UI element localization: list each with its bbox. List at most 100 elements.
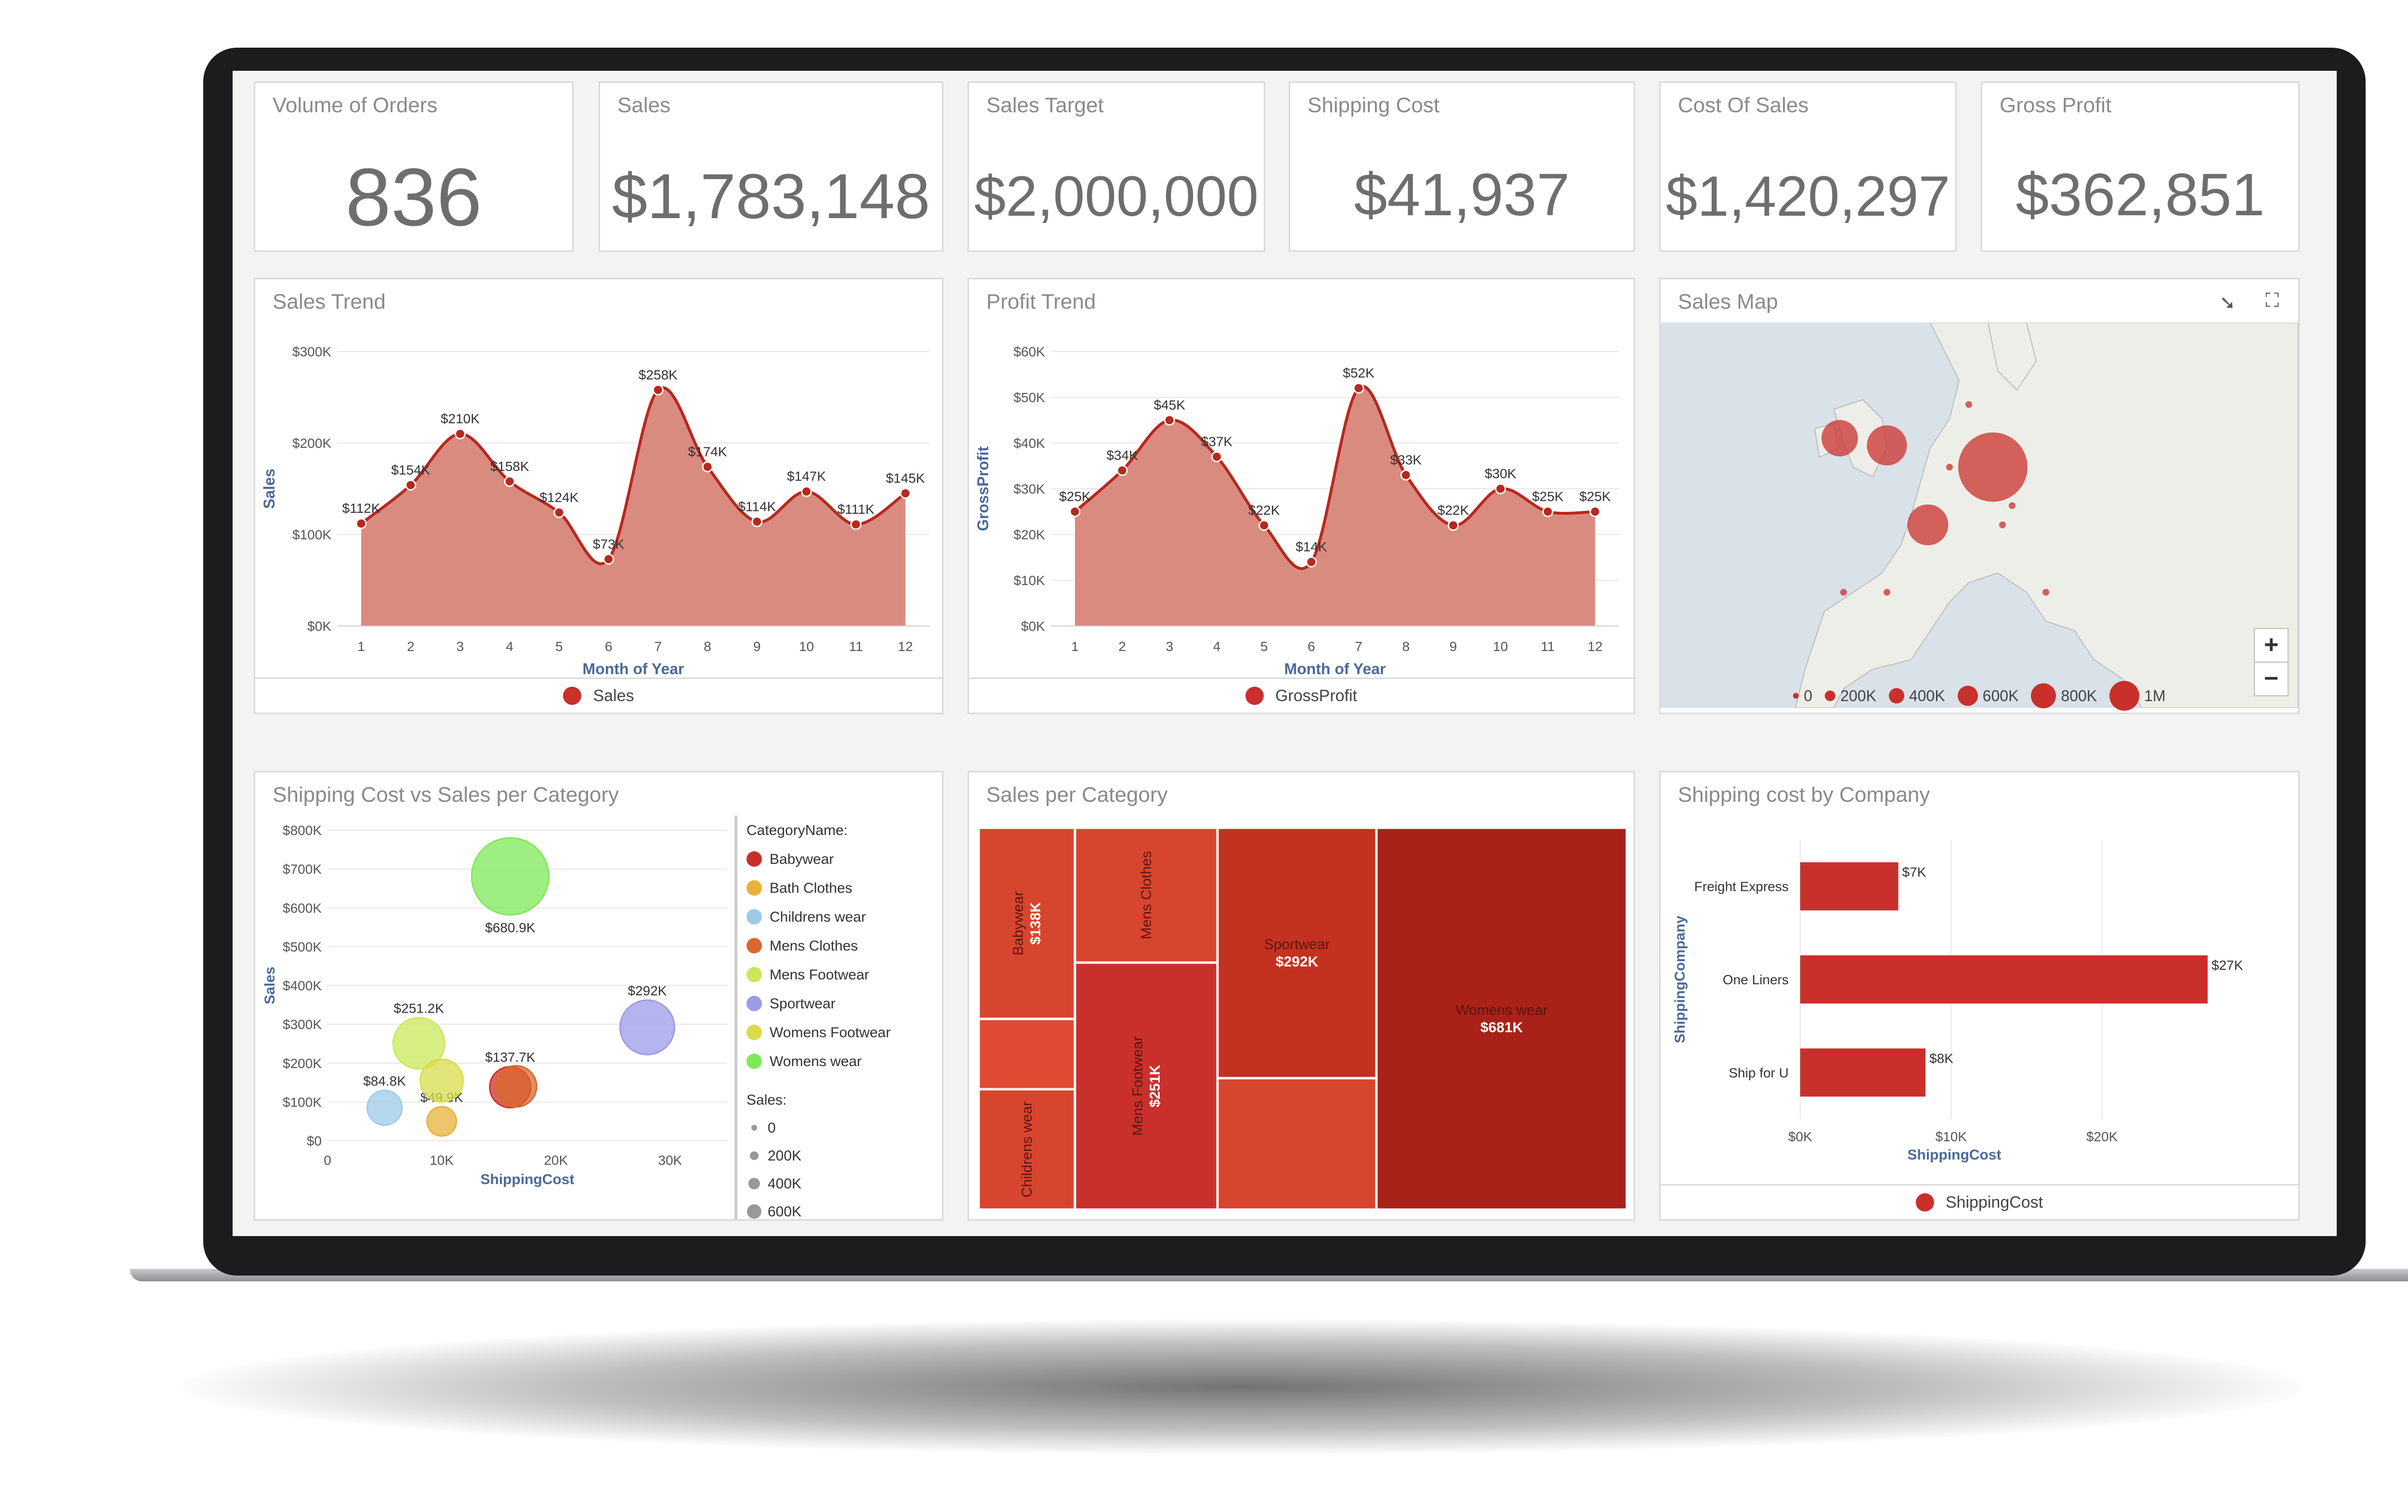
x-tick-label: 7 [1355, 639, 1362, 654]
sales-trend-card[interactable]: Sales Trend $0K $100K $200K $300K $112K 1 $154… [254, 278, 943, 714]
size-legend-label: 600K [768, 1204, 801, 1219]
legend-marker [746, 996, 762, 1011]
map-legend-label: 600K [1982, 687, 2019, 704]
chart-legend[interactable]: Sales [255, 678, 942, 713]
kpi-card-gross-profit[interactable]: Gross Profit $362,851 [1981, 81, 2300, 252]
treemap-category-label: Childrens wear [1019, 1101, 1035, 1198]
map-legend-item: 0 [1793, 687, 1812, 705]
treemap-category-label: Mens Footwear [1130, 1036, 1146, 1136]
y-tick-label: $700K [283, 862, 322, 877]
x-tick-label: 2 [1118, 639, 1126, 654]
x-tick-label: 8 [1402, 639, 1410, 654]
y-tick-label: $600K [283, 900, 322, 915]
map-legend-label: 200K [1840, 687, 1876, 704]
sales-trend-chart: $0K $100K $200K $300K $112K 1 $154K 2 $210K 3 $158… [261, 344, 929, 674]
treemap-category-label: Mens Clothes [1139, 851, 1154, 939]
treemap-cell [1216, 826, 1378, 1080]
x-tick-label: 1 [1071, 639, 1079, 654]
data-label: $258K [639, 367, 678, 382]
shipping-by-company-card[interactable]: Shipping cost by Company $0K $10K $20K Frei… [1659, 771, 2300, 1221]
legend-label: ShippingCost [1945, 1193, 2043, 1212]
profit-trend-chart: $0K $10K $20K $30K $40K $50K $60K $25K 1 $34K 2 $45… [974, 344, 1619, 674]
bar [1800, 1048, 1926, 1097]
y-tick-label: $40K [1014, 436, 1046, 451]
kpi-value: $1,420,297 [1665, 165, 1950, 228]
kpi-card-sales[interactable]: Sales $1,783,148 [599, 81, 943, 252]
legend-label: Childrens wear [770, 909, 866, 925]
map-legend-item: 1M [2109, 681, 2166, 711]
area-fill [361, 388, 905, 626]
legend-marker [746, 880, 762, 896]
x-tick-label: $20K [2086, 1129, 2118, 1144]
data-point [1353, 382, 1364, 394]
shipping-vs-sales-card[interactable]: Shipping Cost vs Sales per Category $0 $1… [254, 771, 943, 1221]
sales-per-category-card[interactable]: Sales per Category Babywear $138K Children… [968, 771, 1635, 1221]
treemap-cell [977, 1017, 1076, 1091]
kpi-card-sales-target[interactable]: Sales Target $2,000,000 [968, 81, 1265, 252]
kpi-card-shipping-cost[interactable]: Shipping Cost $41,937 [1289, 81, 1635, 252]
treemap-cell [1073, 826, 1219, 964]
x-tick-label: 3 [1166, 639, 1174, 654]
y-tick-label: $800K [283, 823, 322, 838]
legend-marker [746, 909, 762, 925]
fullscreen-icon[interactable]: ⛶ [2265, 290, 2279, 311]
data-point [1306, 556, 1317, 568]
map-legend-marker [2031, 683, 2056, 708]
y-tick-label: $20K [1014, 527, 1046, 542]
size-legend-marker [747, 1204, 761, 1219]
x-tick-label: 11 [849, 639, 863, 654]
x-tick-label: $10K [1936, 1129, 1967, 1144]
y-tick-label: $500K [283, 939, 322, 954]
kpi-card-volume-of-orders[interactable]: Volume of Orders 836 [254, 81, 574, 252]
data-point [504, 476, 515, 487]
size-legend-marker [748, 1178, 760, 1189]
kpi-value: 836 [345, 152, 482, 243]
legend-label: GrossProfit [1275, 686, 1358, 705]
map-bubble-germany [1958, 432, 2028, 502]
legend-marker [1245, 687, 1264, 705]
sales-map-card[interactable]: Sales Map ➘ ⛶ + − 0 200K 400K 600K 800K 1M [1659, 278, 2300, 714]
data-label: $158K [490, 459, 529, 474]
profit-trend-card[interactable]: Profit Trend $0K $10K $20K $30K $40K $50K $60K… [968, 278, 1635, 714]
map-legend-item: 800K [2031, 683, 2097, 708]
y-tick-label: $100K [283, 1095, 322, 1109]
map-bubble-portugal [1840, 589, 1847, 596]
map-legend-marker [1793, 693, 1799, 699]
zoom-in-button[interactable]: + [2254, 628, 2289, 663]
map-bubble-austria [2009, 502, 2015, 509]
data-label: $145K [886, 471, 925, 486]
chart-title: Profit Trend [986, 290, 1096, 313]
legend-label: Sportwear [770, 996, 836, 1012]
data-point [1164, 415, 1175, 426]
map-legend-label: 0 [1804, 687, 1813, 704]
legend-marker [746, 1054, 762, 1069]
zoom-out-button[interactable]: − [2254, 662, 2289, 696]
arrow-down-icon[interactable]: ➘ [2219, 292, 2236, 313]
data-point [801, 486, 812, 497]
treemap-cell [1216, 1077, 1378, 1211]
data-point [751, 516, 763, 527]
map-bubble-spain [1884, 589, 1890, 596]
data-label: $22K [1248, 503, 1280, 518]
legend-marker [746, 967, 762, 982]
x-tick-label: 20K [544, 1153, 568, 1168]
y-tick-label: $60K [1014, 344, 1046, 359]
bubble-label: $137.7K [485, 1050, 536, 1065]
kpi-card-cost-of-sales[interactable]: Cost Of Sales $1,420,297 [1659, 81, 1957, 252]
data-label: $45K [1154, 398, 1186, 413]
treemap-value-label: $251K [1147, 1065, 1163, 1108]
x-axis-title: ShippingCost [1908, 1147, 2002, 1163]
bubble-label: $680.9K [485, 920, 536, 935]
treemap-label-group: Mens Clothes [1139, 851, 1154, 939]
data-point [1447, 520, 1459, 531]
legend-label: Mens Clothes [770, 938, 858, 954]
sales-map[interactable] [1661, 323, 2298, 708]
legend-marker [746, 938, 762, 953]
x-tick-label: 6 [1308, 639, 1315, 654]
chart-legend[interactable]: GrossProfit [969, 678, 1634, 713]
chart-legend[interactable]: ShippingCost [1661, 1184, 2298, 1219]
data-point [603, 553, 615, 565]
x-tick-label: 9 [753, 639, 761, 654]
map-legend-item: 200K [1825, 687, 1876, 705]
x-tick-label: 12 [898, 639, 913, 654]
